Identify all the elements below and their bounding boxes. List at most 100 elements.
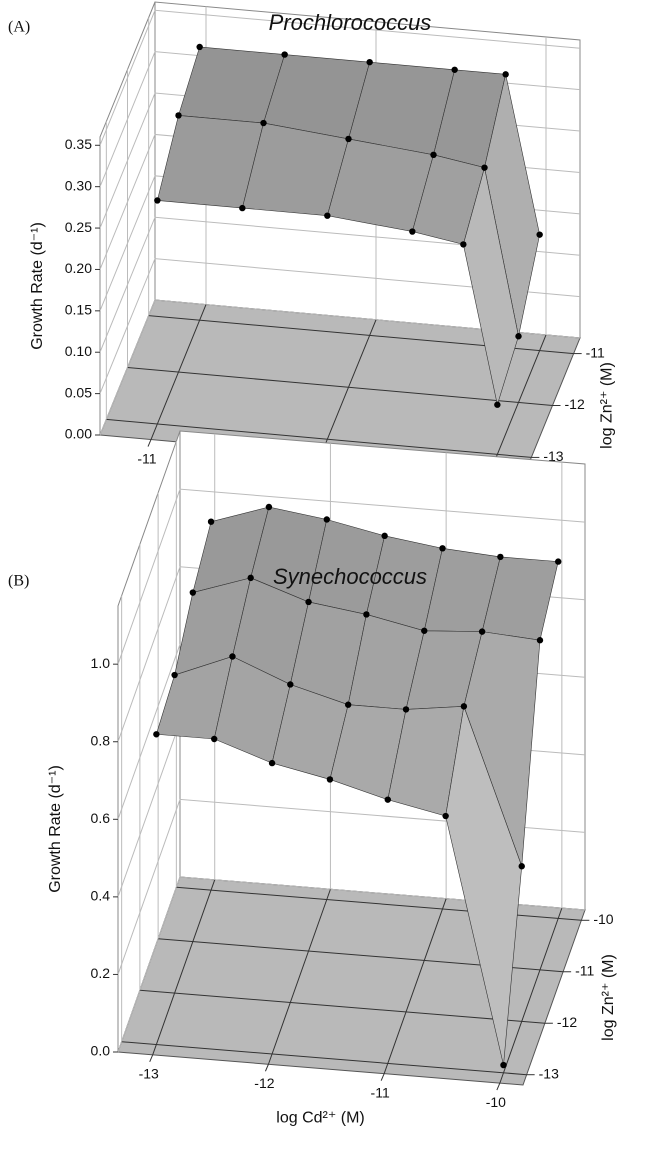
data-point [536, 637, 544, 644]
data-point [439, 545, 446, 552]
z-axis-label: Growth Rate (d⁻¹) [47, 765, 64, 893]
data-point [409, 228, 416, 235]
data-point [281, 51, 288, 58]
x-tick-label: -11 [371, 1084, 390, 1100]
data-point [344, 701, 352, 708]
y-tick-label: -11 [575, 962, 594, 978]
data-point [171, 671, 178, 679]
data-point [326, 776, 334, 783]
data-point [345, 135, 352, 143]
data-point [381, 532, 388, 540]
floor-grid-line [499, 907, 563, 1084]
data-point [478, 628, 486, 635]
data-point [229, 653, 236, 660]
data-point [442, 812, 449, 820]
data-point [451, 66, 458, 73]
floor-grid-line [121, 1041, 527, 1076]
z-axis-label: Growth Rate (d⁻¹) [29, 222, 46, 350]
x-tick [496, 1082, 501, 1091]
panel-label: (B) [8, 573, 29, 590]
data-point [430, 151, 437, 159]
data-point [384, 796, 391, 803]
z-tick-label: 0.15 [65, 302, 92, 318]
x-tick-label: -13 [139, 1066, 159, 1082]
data-point [265, 503, 273, 511]
panel-label: (A) [8, 19, 30, 36]
z-tick-label: 0.30 [65, 177, 92, 193]
y-axis-label: log Zn²⁺ (M) [599, 362, 616, 449]
wall-grid-line [117, 488, 586, 665]
data-point [260, 119, 267, 127]
z-tick-label: 0.20 [65, 260, 92, 276]
floor-grid-line [383, 898, 447, 1074]
floor-grid-line [267, 889, 331, 1065]
data-point [555, 558, 562, 565]
z-tick-label: 0.35 [65, 136, 92, 152]
z-tick-label: 1.0 [91, 655, 111, 671]
data-point [366, 58, 373, 66]
data-point [363, 611, 370, 618]
floor-grid-line [139, 989, 545, 1024]
z-tick-label: 0.2 [91, 965, 111, 981]
data-point [175, 112, 182, 119]
floor-grid-line [127, 367, 553, 406]
z-tick-label: 0.00 [65, 426, 92, 442]
data-point [239, 204, 246, 212]
y-axis-label: log Zn²⁺ (M) [600, 954, 617, 1041]
floor-grid-line [152, 879, 216, 1055]
data-point [460, 241, 467, 248]
y-tick-label: -11 [586, 344, 605, 360]
x-tick-label: -12 [254, 1075, 274, 1091]
data-point [500, 1061, 507, 1069]
wall-grid-line [99, 299, 581, 436]
data-point [268, 759, 276, 767]
x-tick-label: -11 [137, 450, 156, 466]
x-tick [149, 1054, 154, 1063]
z-tick-label: 0.4 [91, 888, 111, 904]
z-tick-label: 0.8 [91, 732, 111, 748]
data-point [324, 212, 331, 219]
data-point [402, 706, 410, 713]
wall-grid-line [99, 258, 581, 394]
data-point [421, 627, 428, 634]
chart-title: Synechococcus [273, 564, 427, 589]
data-point [153, 731, 160, 738]
wall-grid-line [99, 9, 581, 146]
data-point [497, 553, 504, 561]
x-tick-label: -10 [486, 1094, 506, 1110]
data-point [154, 197, 161, 204]
data-point [247, 574, 254, 582]
x-tick [264, 1064, 269, 1072]
data-point [460, 703, 468, 710]
x-axis-label: log Cd²⁺ (M) [276, 1110, 364, 1127]
data-point [287, 681, 294, 688]
z-tick-label: 0.05 [65, 384, 92, 400]
data-point [305, 598, 312, 606]
data-point [515, 333, 522, 340]
data-point [518, 863, 525, 870]
wall-grid-line [99, 216, 581, 353]
data-point [189, 589, 197, 596]
data-point [211, 735, 218, 743]
chart-title: Prochlorococcus [269, 10, 432, 35]
z-tick-label: 0.25 [65, 219, 92, 235]
data-point [481, 164, 488, 171]
x-tick [147, 439, 152, 447]
data-point [494, 401, 501, 408]
z-tick-label: 0.6 [91, 810, 111, 826]
y-tick-label: -10 [593, 911, 613, 927]
y-tick-label: -13 [543, 448, 563, 464]
data-point [207, 518, 215, 525]
data-point [502, 71, 509, 78]
data-point [323, 516, 330, 523]
y-tick-label: -13 [539, 1065, 559, 1081]
z-tick-label: 0.10 [65, 343, 92, 359]
data-point [536, 231, 543, 238]
wall-grid-line [117, 876, 586, 1053]
y-tick-label: -12 [565, 396, 585, 412]
z-tick-label: 0.0 [91, 1043, 111, 1059]
data-point [196, 43, 203, 51]
floor-grid-line [106, 418, 532, 458]
y-tick-label: -12 [557, 1014, 577, 1030]
